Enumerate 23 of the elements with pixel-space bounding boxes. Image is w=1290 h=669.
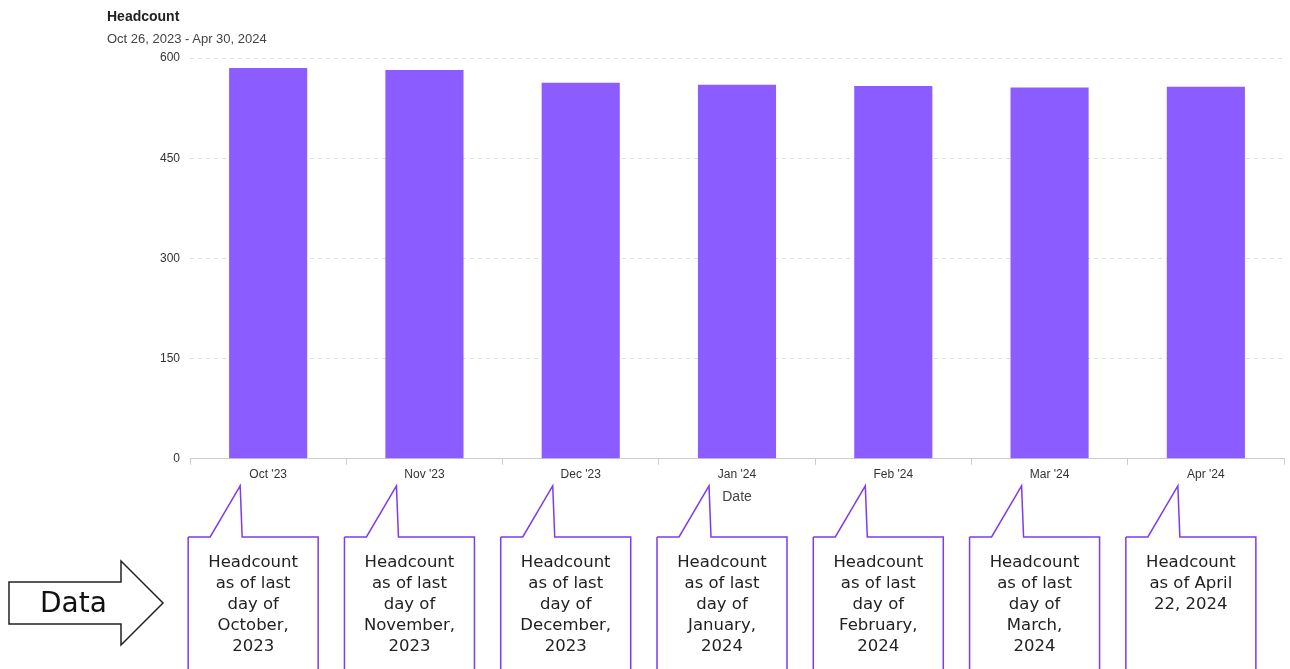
chart-subtitle: Oct 26, 2023 - Apr 30, 2024 — [107, 31, 267, 46]
x-tick-label: Mar '24 — [1029, 467, 1070, 482]
text: Headcount as of last day of December, 2023 — [519, 551, 613, 657]
text: Headcount as of last day of November, 2023 — [362, 551, 456, 657]
x-tick-label: Feb '24 — [873, 467, 914, 482]
y-tick-label: 300 — [159, 250, 181, 265]
y-tick-label: 600 — [159, 50, 181, 65]
x-tick-label: Jan '24 — [717, 467, 757, 482]
x-axis-title: Date — [722, 488, 753, 505]
text: Headcount as of April 22, 2024 — [1145, 551, 1237, 615]
text: Headcount as of last day of March, 2024 — [988, 551, 1081, 657]
x-tick-label: Dec '23 — [560, 467, 602, 482]
y-tick-label: 150 — [159, 350, 181, 365]
x-tick-label: Apr '24 — [1187, 467, 1225, 482]
text: Headcount as of last day of February, 2024 — [832, 551, 925, 657]
x-tick-label: Oct '23 — [249, 467, 288, 482]
text: Headcount as of last day of January, 2024 — [676, 551, 768, 657]
text: Headcount as of last day of October, 2023 — [207, 551, 299, 657]
y-tick-label: 0 — [173, 451, 181, 466]
text: Data — [40, 586, 107, 619]
x-tick-label: Nov '23 — [404, 467, 445, 482]
chart-title: Headcount — [107, 8, 180, 24]
y-tick-label: 450 — [159, 150, 181, 165]
